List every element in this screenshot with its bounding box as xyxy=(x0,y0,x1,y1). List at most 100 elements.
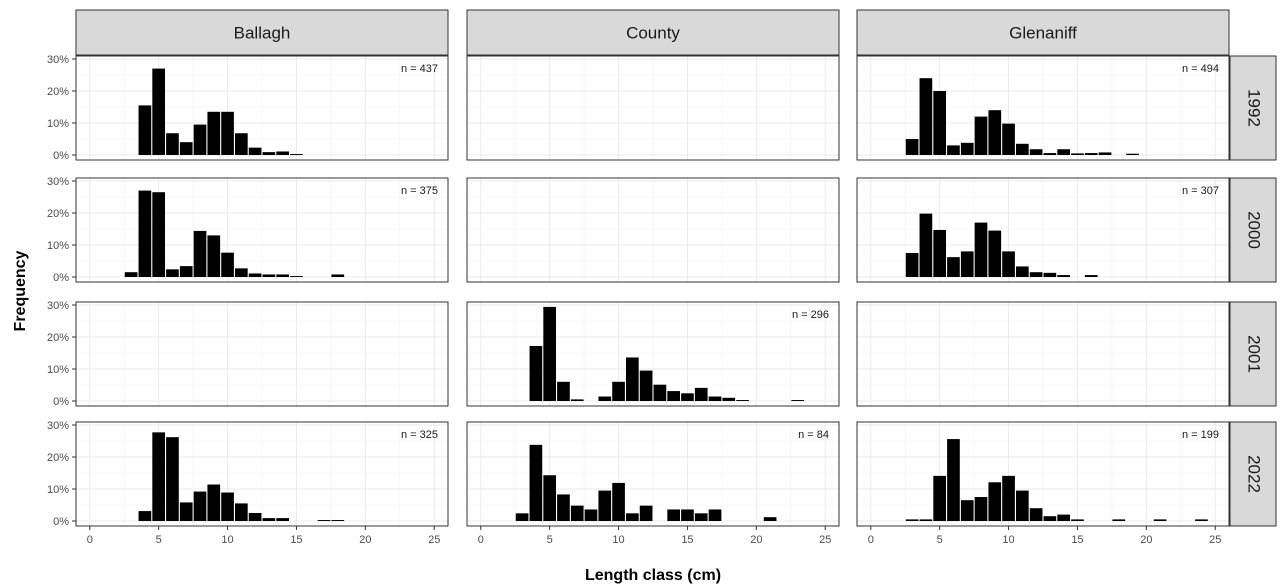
histogram-bar xyxy=(1015,143,1029,155)
x-tick-label: 25 xyxy=(819,534,831,546)
y-tick-label: 10% xyxy=(47,118,69,130)
panel-county-2022: n = 84 0 5 10 15 20 25 xyxy=(466,421,840,546)
histogram-bar xyxy=(276,151,290,155)
histogram-bar xyxy=(1002,475,1015,521)
histogram-bar xyxy=(207,235,221,277)
panel-border xyxy=(466,301,840,407)
histogram-bar xyxy=(905,519,919,521)
histogram-bar xyxy=(598,490,612,521)
column-strip-label: Ballagh xyxy=(234,24,291,43)
histogram-bar xyxy=(947,145,960,155)
panel-border xyxy=(856,177,1230,283)
histogram-bar xyxy=(974,222,988,277)
row-strip-2022: 2022 xyxy=(1229,421,1277,527)
sample-size-label: n = 307 xyxy=(1182,185,1219,197)
histogram-bar xyxy=(1071,153,1084,155)
histogram-bar xyxy=(179,266,193,277)
row-strip-label: 2022 xyxy=(1245,455,1264,493)
histogram-bar xyxy=(1071,519,1084,521)
histogram-bar xyxy=(694,513,708,521)
y-tick-label: 0% xyxy=(53,150,69,162)
histogram-bar xyxy=(1153,519,1167,521)
sample-size-label: n = 494 xyxy=(1182,63,1219,75)
histogram-bar xyxy=(529,345,543,401)
x-tick-label: 0 xyxy=(868,534,874,546)
histogram-bar xyxy=(1043,516,1057,521)
histogram-bar xyxy=(1112,519,1126,521)
histogram-bar xyxy=(221,492,234,521)
x-tick-label: 0 xyxy=(478,534,484,546)
histogram-bar xyxy=(974,497,988,521)
histogram-bar xyxy=(1002,251,1015,277)
x-tick-label: 20 xyxy=(750,534,762,546)
x-tick-label: 10 xyxy=(221,534,233,546)
histogram-bar xyxy=(1015,490,1029,521)
histogram-bar xyxy=(974,116,988,155)
histogram-bar xyxy=(221,111,234,155)
x-tick-label: 20 xyxy=(1140,534,1152,546)
histogram-bar xyxy=(1098,152,1112,155)
panel-border xyxy=(466,421,840,527)
histogram-bar xyxy=(234,503,248,521)
histogram-bar xyxy=(1043,153,1057,155)
histogram-bar xyxy=(1057,514,1071,521)
y-tick-label: 30% xyxy=(47,176,69,188)
panel-border xyxy=(75,177,449,283)
histogram-bar xyxy=(919,213,933,277)
histogram-bar xyxy=(276,274,290,277)
y-tick-label: 20% xyxy=(47,452,69,464)
histogram-bar xyxy=(1029,508,1043,521)
column-strip-bg xyxy=(75,9,449,56)
histogram-bar xyxy=(543,306,557,401)
histogram-bar xyxy=(193,491,207,521)
row-strip-2000: 2000 xyxy=(1229,177,1277,283)
histogram-bar xyxy=(166,437,179,521)
x-tick-label: 15 xyxy=(290,534,302,546)
row-strip-bg xyxy=(1229,55,1277,161)
histogram-bar xyxy=(138,190,152,277)
histogram-bar xyxy=(1195,519,1208,521)
sample-size-label: n = 437 xyxy=(401,63,438,75)
histogram-bar xyxy=(960,142,974,155)
panel-ballagh-2000: n = 375 0% 10% 20% 30% xyxy=(47,176,449,284)
y-tick-label: 20% xyxy=(47,86,69,98)
y-tick-label: 0% xyxy=(53,516,69,528)
y-tick-label: 20% xyxy=(47,208,69,220)
y-tick-label: 10% xyxy=(47,364,69,376)
histogram-bar xyxy=(708,396,722,401)
histogram-bar xyxy=(543,475,557,521)
panel-ballagh-1992: n = 437 0% 10% 20% 30% xyxy=(47,54,449,162)
row-strip-label: 2000 xyxy=(1245,211,1264,249)
histogram-bar xyxy=(988,482,1002,521)
x-tick-label: 25 xyxy=(1209,534,1221,546)
histogram-bar xyxy=(1029,149,1043,155)
histogram-bar xyxy=(960,251,974,277)
row-strip-2001: 2001 xyxy=(1229,301,1277,407)
histogram-bar xyxy=(138,105,152,155)
panel-ballagh-2001: 0% 10% 20% 30% xyxy=(47,300,449,408)
histogram-bar xyxy=(1126,153,1139,155)
histogram-bar xyxy=(234,268,248,277)
histogram-bar xyxy=(193,124,207,155)
x-tick-label: 15 xyxy=(681,534,693,546)
histogram-bar xyxy=(570,399,584,401)
histogram-bar xyxy=(276,518,290,521)
panel-border xyxy=(856,301,1230,407)
sample-size-label: n = 199 xyxy=(1182,429,1219,441)
panel-border xyxy=(856,55,1230,161)
column-strip-ballagh: Ballagh xyxy=(75,9,449,56)
x-tick-label: 10 xyxy=(612,534,624,546)
histogram-bar xyxy=(681,509,694,521)
sample-size-label: n = 325 xyxy=(401,429,438,441)
histogram-bar xyxy=(612,381,625,401)
x-tick-label: 5 xyxy=(547,534,553,546)
histogram-bar xyxy=(639,505,653,521)
y-tick-label: 10% xyxy=(47,240,69,252)
histogram-bar xyxy=(166,269,179,277)
panel-glenaniff-1992: n = 494 xyxy=(856,55,1230,161)
sample-size-label: n = 296 xyxy=(792,309,829,321)
column-strip-bg xyxy=(856,9,1230,56)
histogram-bar xyxy=(919,519,933,521)
y-tick-label: 30% xyxy=(47,300,69,312)
